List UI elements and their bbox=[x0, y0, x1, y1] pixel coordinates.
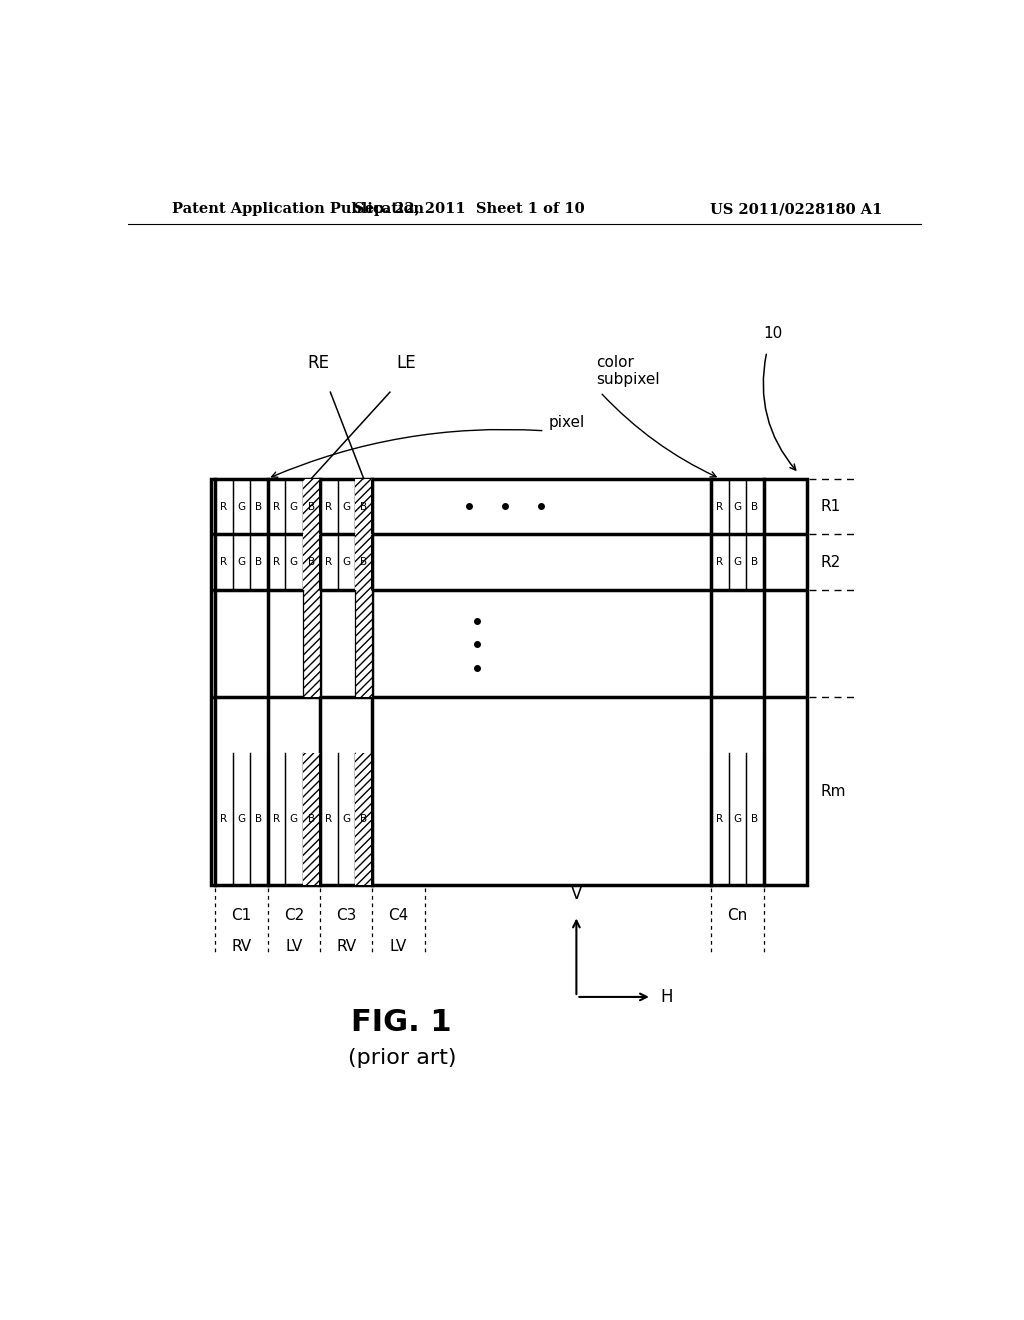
Text: G: G bbox=[733, 557, 741, 568]
Text: G: G bbox=[733, 814, 741, 824]
Text: B: B bbox=[360, 557, 368, 568]
Text: R: R bbox=[326, 814, 333, 824]
Text: V: V bbox=[570, 886, 582, 903]
Text: B: B bbox=[752, 814, 759, 824]
Bar bbox=[355, 535, 373, 590]
Text: 10: 10 bbox=[763, 326, 782, 342]
Text: B: B bbox=[360, 502, 368, 512]
Text: B: B bbox=[308, 502, 315, 512]
Text: pixel: pixel bbox=[549, 416, 585, 430]
Text: B: B bbox=[360, 814, 368, 824]
Text: R: R bbox=[717, 814, 724, 824]
Bar bbox=[303, 752, 321, 886]
Bar bbox=[355, 479, 373, 535]
Text: Rm: Rm bbox=[821, 784, 846, 799]
Text: B: B bbox=[752, 502, 759, 512]
Text: LV: LV bbox=[390, 939, 408, 953]
Text: R: R bbox=[272, 502, 280, 512]
Text: RV: RV bbox=[336, 939, 356, 953]
Text: C1: C1 bbox=[231, 908, 252, 923]
Text: Sep. 22, 2011  Sheet 1 of 10: Sep. 22, 2011 Sheet 1 of 10 bbox=[354, 202, 585, 216]
Bar bbox=[355, 590, 373, 697]
Text: C2: C2 bbox=[284, 908, 304, 923]
Text: R: R bbox=[220, 502, 227, 512]
Text: G: G bbox=[238, 557, 246, 568]
Text: R2: R2 bbox=[821, 554, 841, 570]
Text: R: R bbox=[220, 814, 227, 824]
Text: R: R bbox=[220, 557, 227, 568]
Text: FIG. 1: FIG. 1 bbox=[351, 1008, 453, 1036]
Text: G: G bbox=[290, 502, 298, 512]
Text: G: G bbox=[733, 502, 741, 512]
Text: color
subpixel: color subpixel bbox=[596, 355, 659, 387]
Text: B: B bbox=[255, 814, 262, 824]
Text: RV: RV bbox=[231, 939, 252, 953]
Bar bbox=[211, 479, 807, 886]
Text: R: R bbox=[272, 814, 280, 824]
Text: US 2011/0228180 A1: US 2011/0228180 A1 bbox=[710, 202, 882, 216]
Text: RE: RE bbox=[307, 354, 330, 372]
Text: C3: C3 bbox=[336, 908, 356, 923]
Text: G: G bbox=[342, 502, 350, 512]
Bar bbox=[303, 479, 321, 535]
Text: B: B bbox=[752, 557, 759, 568]
Text: G: G bbox=[290, 557, 298, 568]
Text: G: G bbox=[238, 502, 246, 512]
Text: R: R bbox=[326, 557, 333, 568]
Text: C4: C4 bbox=[388, 908, 409, 923]
Text: G: G bbox=[342, 557, 350, 568]
Text: Cn: Cn bbox=[727, 908, 748, 923]
Text: LV: LV bbox=[286, 939, 302, 953]
Text: B: B bbox=[255, 502, 262, 512]
Bar bbox=[355, 752, 373, 886]
Text: R: R bbox=[326, 502, 333, 512]
Text: G: G bbox=[342, 814, 350, 824]
Bar bbox=[303, 535, 321, 590]
Text: R1: R1 bbox=[821, 499, 841, 513]
Bar bbox=[303, 590, 321, 697]
Text: B: B bbox=[308, 557, 315, 568]
Text: R: R bbox=[272, 557, 280, 568]
Text: G: G bbox=[238, 814, 246, 824]
Text: R: R bbox=[717, 557, 724, 568]
Text: LE: LE bbox=[396, 354, 416, 372]
Text: (prior art): (prior art) bbox=[347, 1048, 456, 1068]
Text: B: B bbox=[308, 814, 315, 824]
Text: H: H bbox=[660, 987, 673, 1006]
Text: G: G bbox=[290, 814, 298, 824]
Text: Patent Application Publication: Patent Application Publication bbox=[172, 202, 424, 216]
Text: B: B bbox=[255, 557, 262, 568]
Text: R: R bbox=[717, 502, 724, 512]
